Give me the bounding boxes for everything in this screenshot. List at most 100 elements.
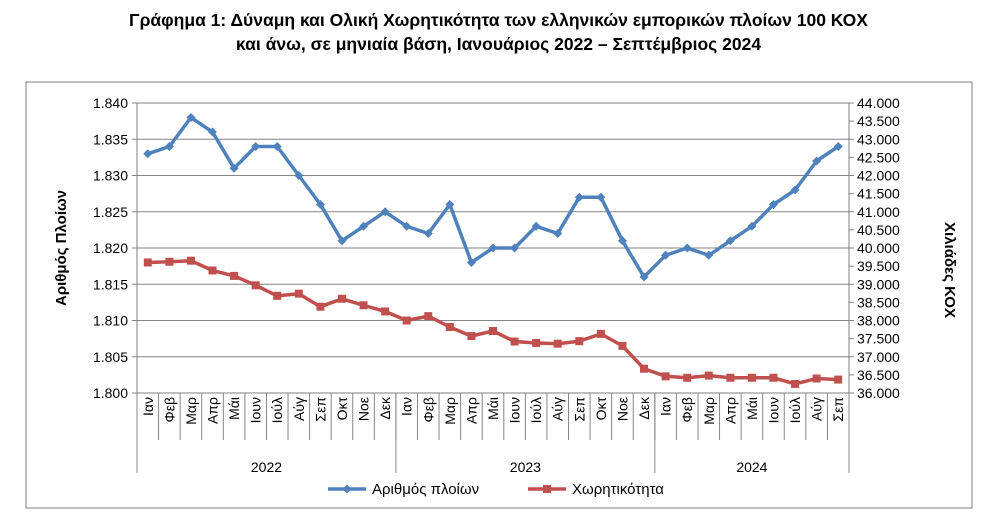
y2-tick-label: 40.500: [857, 222, 900, 238]
data-point-1: [315, 200, 325, 209]
x-tick-label: Σεπ: [571, 397, 587, 422]
y-tick-label: 1.835: [93, 131, 128, 147]
data-point-2: [143, 258, 152, 267]
x-tick-label: Μαρ: [442, 397, 458, 425]
data-point-1: [704, 250, 714, 260]
x-tick-label: Ιαν: [399, 397, 415, 416]
x-tick-label: Μαρ: [701, 397, 717, 425]
data-point-1: [423, 229, 433, 238]
x-tick-label: Σεπ: [830, 397, 846, 422]
data-point-2: [661, 372, 670, 381]
data-point-2: [791, 379, 800, 388]
x-tick-label: Απρ: [722, 397, 738, 424]
x-tick-label: Νοε: [356, 397, 372, 421]
y2-tick-label: 41.000: [857, 204, 900, 220]
chart-title: Γράφημα 1: Δύναμη και Ολική Χωρητικότητα…: [0, 8, 997, 56]
data-point-2: [747, 373, 756, 382]
legend-marker: [543, 485, 551, 493]
year-label: 2024: [736, 459, 767, 475]
x-tick-label: Σεπ: [312, 397, 328, 422]
data-point-1: [725, 236, 735, 246]
x-tick-label: Αύγ: [550, 397, 566, 421]
data-point-1: [359, 221, 369, 231]
x-tick-label: Μαρ: [183, 397, 199, 425]
y-tick-label: 1.820: [93, 240, 128, 256]
data-point-1: [574, 192, 584, 202]
data-point-1: [639, 272, 649, 282]
x-tick-label: Νοε: [614, 397, 630, 421]
legend: Αριθμός πλοίων Χωρητικότητα: [328, 481, 664, 498]
x-tick-label: Ιουν: [248, 397, 264, 423]
y2-tick-label: 36.500: [857, 367, 900, 383]
y-tick-label: 1.825: [93, 204, 128, 220]
data-point-2: [316, 302, 325, 311]
data-point-2: [596, 329, 605, 338]
data-point-1: [251, 142, 261, 151]
data-point-1: [510, 243, 520, 253]
chart-title-line2: και άνω, σε μηνιαία βάση, Ιανουάριος 202…: [235, 34, 762, 54]
data-point-2: [683, 373, 692, 382]
y2-axis-label: Χιλιάδες ΚΟΧ: [941, 222, 958, 318]
data-point-1: [402, 221, 412, 231]
data-point-1: [768, 200, 778, 209]
data-point-2: [230, 271, 239, 280]
y2-tick-label: 38.500: [857, 294, 900, 310]
year-label: 2023: [510, 459, 541, 475]
data-point-1: [812, 156, 822, 166]
x-tick-label: Αύγ: [809, 397, 825, 421]
x-tick-label: Ιούλ: [528, 397, 544, 423]
data-point-1: [531, 221, 541, 231]
data-point-1: [229, 163, 239, 173]
x-tick-label: Ιούλ: [787, 397, 803, 423]
series-layer: [143, 113, 843, 388]
data-point-1: [617, 236, 627, 246]
data-point-2: [359, 301, 368, 310]
data-point-2: [769, 373, 778, 382]
y2-tick-label: 38.000: [857, 313, 900, 329]
data-point-1: [337, 236, 347, 246]
data-point-1: [596, 192, 606, 202]
data-point-2: [575, 337, 584, 346]
data-point-1: [186, 113, 196, 122]
x-tick-label: Ιουν: [507, 397, 523, 423]
y2-tick-label: 41.500: [857, 186, 900, 202]
data-point-2: [618, 341, 627, 350]
data-point-2: [208, 266, 217, 275]
y2-tick-label: 44.000: [857, 95, 900, 111]
y2-tick-label: 39.500: [857, 258, 900, 274]
y-tick-label: 1.805: [93, 349, 128, 365]
data-point-1: [294, 171, 304, 180]
data-point-2: [726, 373, 735, 382]
data-point-2: [294, 289, 303, 298]
axes: 1.800 1.805 1.810 1.815 1.820 1.825 1.830 1.835…: [93, 95, 900, 475]
y2-tick-label: 37.000: [857, 349, 900, 365]
x-tick-label: Μάι: [485, 397, 501, 420]
year-label: 2022: [251, 459, 282, 475]
x-tick-label: Φεβ: [420, 397, 436, 422]
data-point-1: [661, 250, 671, 260]
data-point-1: [164, 142, 174, 151]
data-point-2: [704, 371, 713, 380]
data-point-1: [380, 207, 390, 217]
x-tick-label: Απρ: [205, 397, 221, 424]
y-tick-label: 1.800: [93, 385, 128, 401]
data-point-1: [445, 200, 455, 209]
data-point-2: [273, 291, 282, 300]
data-point-2: [510, 337, 519, 346]
series-line-2: [147, 258, 839, 386]
x-tick-label: Μάι: [744, 397, 760, 420]
data-point-2: [337, 294, 346, 303]
x-tick-label: Δεκ: [377, 396, 393, 420]
chart-title-line1: Γράφημα 1: Δύναμη και Ολική Χωρητικότητα…: [129, 10, 868, 30]
x-tick-label: Απρ: [463, 397, 479, 424]
x-tick-label: Ιούλ: [269, 397, 285, 423]
x-tick-label: Ιαν: [658, 397, 674, 416]
x-tick-label: Οκτ: [593, 397, 609, 421]
data-point-2: [165, 257, 174, 266]
data-point-2: [381, 307, 390, 316]
data-point-1: [747, 221, 757, 231]
data-point-2: [186, 256, 195, 265]
x-tick-label: Ιουν: [765, 397, 781, 423]
y-axis-label: Αριθμός Πλοίων: [53, 190, 70, 306]
